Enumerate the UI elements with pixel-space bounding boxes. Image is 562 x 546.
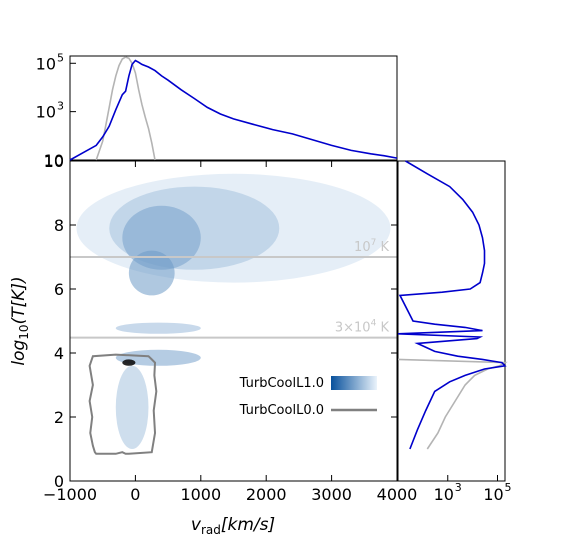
- right-histogram-x-ticks: 10 3 10 5: [434, 475, 512, 504]
- top-series-line: [95, 56, 156, 161]
- right-x-tick-exponent: 3: [455, 481, 462, 494]
- main-heatmap-panel: 107 K3×104 K −1000 0 1000 2000 3000 400002468…: [43, 152, 417, 504]
- x-tick-label: 2000: [246, 485, 287, 504]
- right-x-tick-label: 10: [434, 485, 454, 504]
- top-y-tick-exponent: 5: [57, 51, 64, 64]
- x-tick-label: 4000: [377, 485, 418, 504]
- right-x-tick-label: 10: [483, 485, 503, 504]
- legend-label: TurbCoolL1.0: [239, 376, 324, 391]
- top-y-tick-label: 10: [36, 103, 56, 122]
- x-axis-label: vrad[km/s]: [191, 515, 275, 537]
- top-histogram-series: [69, 56, 398, 161]
- density-region: [115, 365, 149, 449]
- right-series-line: [397, 358, 508, 450]
- contour-turbcooll0-0: [88, 353, 158, 455]
- right-series-line: [397, 160, 507, 450]
- x-tick-label: 3000: [311, 485, 352, 504]
- density-map: [76, 173, 391, 449]
- x-tick-label: 1000: [180, 485, 221, 504]
- top-y-tick-label: 10: [44, 151, 64, 170]
- legend-label: TurbCoolL0.0: [239, 403, 324, 418]
- density-region: [128, 250, 175, 296]
- density-region: [115, 322, 201, 334]
- reference-line-label: 3×104 K: [335, 319, 390, 336]
- x-tick-label: −1000: [43, 485, 97, 504]
- right-x-tick-exponent: 5: [505, 481, 512, 494]
- legend-colormap-swatch: [331, 376, 377, 390]
- y-axis-label: log10(T[K]): [9, 276, 31, 365]
- right-histogram-series: [397, 160, 508, 450]
- top-y-tick-exponent: 3: [57, 100, 64, 113]
- contour-line: [88, 353, 158, 455]
- y-tick-label: 0: [54, 472, 64, 491]
- top-series-line: [69, 59, 398, 161]
- density-region: [122, 359, 136, 366]
- right-histogram-panel: 10 3 10 5: [397, 160, 512, 504]
- y-tick-label: 2: [54, 408, 64, 427]
- reference-line-label: 107 K: [354, 238, 389, 255]
- legend: TurbCoolL1.0 TurbCoolL0.0: [239, 376, 377, 418]
- reference-lines: 107 K 3×104 K: [70, 238, 397, 339]
- y-tick-label: 4: [54, 344, 64, 363]
- x-tick-label: 0: [130, 485, 140, 504]
- y-tick-label: 10: [44, 152, 64, 171]
- top-y-tick-label: 10: [36, 54, 56, 73]
- y-tick-label: 6: [54, 280, 64, 299]
- y-tick-label: 8: [54, 216, 64, 235]
- density-region: [115, 349, 201, 366]
